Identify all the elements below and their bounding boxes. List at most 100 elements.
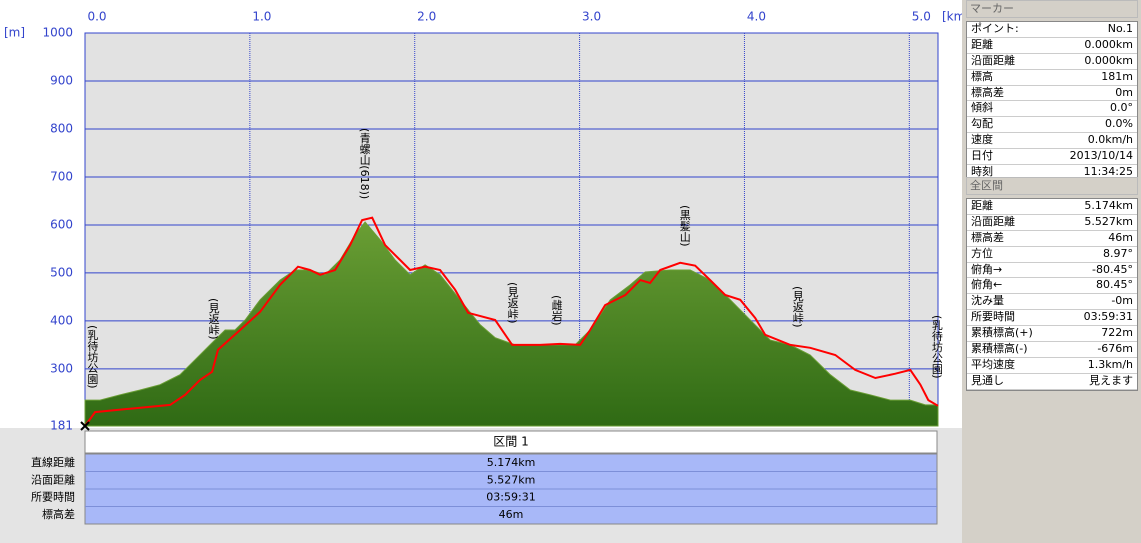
x-tick-label: 5.0 (912, 10, 931, 24)
x-tick-label: 2.0 (417, 10, 436, 24)
row-label: 速度 (971, 133, 993, 147)
row-value: 03:59:31 (1083, 310, 1133, 324)
y-tick-label: 181 (50, 419, 73, 433)
row-value: 0.000km (1084, 37, 1133, 51)
panel-row: 勾配 0.0% (967, 117, 1137, 134)
row-value: 8.97° (1103, 246, 1133, 260)
panel-row: 所要時間 03:59:31 (967, 310, 1137, 327)
panel-row: 沈み量 -0m (967, 294, 1137, 311)
terrain-area (84, 221, 939, 427)
x-axis-label: [km] (942, 10, 962, 24)
x-tick-label: 0.0 (87, 10, 106, 24)
section-label: 直線距離 (31, 455, 75, 469)
row-value: No.1 (1107, 22, 1133, 35)
panel-row: 標高差 0m (967, 86, 1137, 102)
panel-row: 沿面距離 0.000km (967, 54, 1137, 70)
section-value: 46m (499, 508, 524, 521)
row-value: 0.0% (1105, 117, 1133, 131)
row-value: 1.3km/h (1087, 357, 1133, 371)
row-value: -80.45° (1092, 262, 1133, 276)
x-tick-label: 1.0 (252, 10, 271, 24)
row-label: 俯角→ (971, 262, 1003, 276)
row-label: 累積標高(-) (971, 342, 1028, 356)
row-label: 時刻 (971, 165, 993, 179)
annotation: (青螺山(618)) (358, 128, 371, 199)
y-axis-label: [m] (4, 26, 25, 40)
row-label: 勾配 (971, 117, 993, 131)
annotation: (雌岩) (550, 295, 563, 326)
row-value: 722m (1101, 326, 1133, 340)
section-label: 所要時間 (31, 491, 75, 504)
panel-row: 標高 181m (967, 70, 1137, 86)
panel-title: 全区間 (966, 177, 1138, 195)
profile-chart: [m] [km] 区間 1 181 300 400 500 600 700 800 900 10… (4, 10, 962, 525)
section-value: 03:59:31 (486, 491, 535, 504)
row-label: 日付 (971, 149, 993, 163)
y-tick-label: 500 (50, 265, 73, 279)
panel-title: マーカー (966, 0, 1138, 18)
row-value: 11:34:25 (1083, 165, 1133, 179)
row-label: 所要時間 (971, 310, 1015, 324)
row-label: 見通し (971, 373, 1004, 387)
panel-row: 距離 0.000km (967, 38, 1137, 54)
row-label: 沿面距離 (971, 214, 1015, 228)
y-tick-label: 400 (50, 313, 73, 327)
row-label: 傾斜 (971, 101, 993, 115)
section-label: 沿面距離 (31, 472, 75, 486)
panel-row: 距離 5.174km (967, 199, 1137, 215)
panel-table: ポイント: No.1 距離 0.000km 沿面距離 0.000km 標高 181m 標高差 0m… (966, 21, 1138, 182)
panel-row: 俯角← 80.45° (967, 278, 1137, 295)
total-panel: 全区間 距離 5.174km 沿面距離 5.527km 標高差 46m 方位 8.97° 俯角→… (966, 177, 1138, 391)
row-value: 80.45° (1096, 278, 1133, 292)
row-value: 181m (1101, 69, 1133, 83)
panel-row: 見通し 見えます (967, 374, 1137, 390)
panel-row: ポイント: No.1 (967, 22, 1137, 38)
row-label: 方位 (971, 246, 993, 260)
row-label: 俯角← (971, 278, 1003, 292)
marker-panel: マーカー ポイント: No.1 距離 0.000km 沿面距離 0.000km 標高 181m… (966, 0, 1138, 182)
section-label: 標高差 (42, 507, 75, 521)
panel-row: 俯角→ -80.45° (967, 263, 1137, 279)
y-tick-label: 300 (50, 361, 73, 375)
row-value: -0m (1111, 294, 1133, 308)
row-label: 平均速度 (971, 357, 1015, 371)
panel-row: 沿面距離 5.527km (967, 215, 1137, 231)
row-label: 標高差 (971, 230, 1004, 244)
y-tick-label: 600 (50, 217, 73, 231)
row-label: 累積標高(+) (971, 326, 1033, 340)
y-tick-label: 900 (50, 73, 73, 87)
annotation: (見返峠) (791, 286, 804, 328)
row-value: 46m (1108, 230, 1133, 244)
row-label: 距離 (971, 199, 993, 212)
row-value: 2013/10/14 (1069, 149, 1133, 163)
row-label: ポイント: (971, 22, 1019, 35)
row-label: 標高差 (971, 85, 1004, 99)
track-line (84, 216, 939, 427)
row-value: 0.000km (1084, 53, 1133, 67)
row-label: 沿面距離 (971, 53, 1015, 67)
section-title: 区間 1 (493, 435, 528, 449)
panel-row: 累積標高(+) 722m (967, 326, 1137, 343)
annotation: (乳待坊公園) (86, 325, 99, 389)
row-label: 沈み量 (971, 294, 1004, 308)
panel-row: 速度 0.0km/h (967, 133, 1137, 150)
x-tick-label: 4.0 (747, 10, 766, 24)
panel-row: 累積標高(-) -676m (967, 342, 1137, 358)
row-value: 0.0km/h (1087, 133, 1133, 147)
annotation: (乳待坊公園) (930, 315, 943, 379)
section-value: 5.174km (487, 456, 536, 469)
annotation: (見返峠) (506, 282, 519, 324)
row-value: -676m (1097, 342, 1133, 356)
panel-table: 距離 5.174km 沿面距離 5.527km 標高差 46m 方位 8.97° 俯角→ -80.… (966, 198, 1138, 391)
section-value: 5.527km (487, 473, 536, 486)
y-tick-label: 1000 (42, 26, 73, 40)
panel-row: 標高差 46m (967, 231, 1137, 247)
section-header (84, 430, 938, 454)
marker-icon (80, 421, 90, 431)
y-tick-label: 800 (50, 121, 73, 135)
row-label: 距離 (971, 37, 993, 51)
row-value: 0m (1115, 85, 1133, 99)
y-tick-label: 700 (50, 169, 73, 183)
row-label: 標高 (971, 69, 993, 83)
